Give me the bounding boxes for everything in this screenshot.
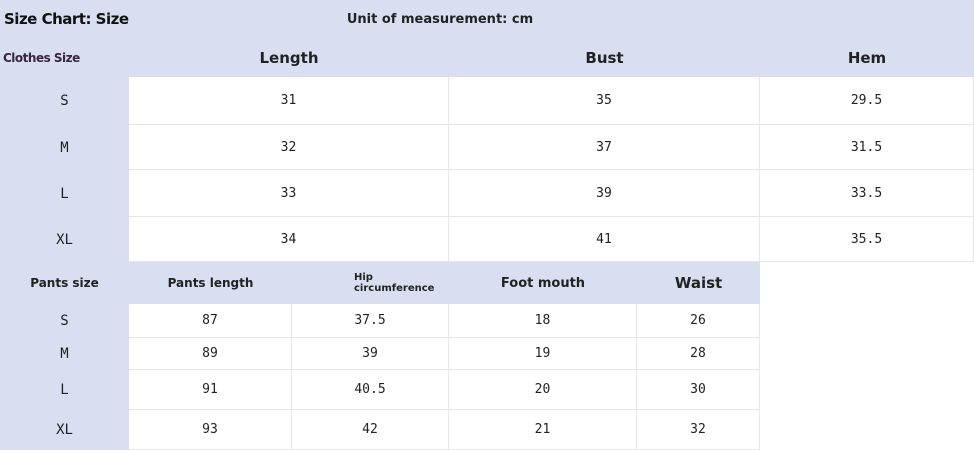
- pants-header-bg: [0, 262, 760, 304]
- pants-value-cell: 87: [129, 304, 292, 338]
- pants-size-cell: S: [0, 304, 129, 338]
- clothes-header-2: Hem: [847, 48, 887, 67]
- pants-value-cell: 39: [292, 338, 449, 370]
- pants-value-cell: 91: [129, 370, 292, 410]
- clothes-size-cell: XL: [0, 217, 129, 262]
- pants-value-cell: 89: [129, 338, 292, 370]
- pants-value-cell: 21: [449, 410, 637, 450]
- clothes-header-1: Bust: [585, 48, 624, 67]
- clothes-value-cell: 35: [449, 77, 760, 125]
- pants-value-cell: 32: [637, 410, 760, 450]
- clothes-value-cell: 31.5: [760, 125, 974, 170]
- clothes-value-cell: 33.5: [760, 170, 974, 217]
- pants-value-cell: 40.5: [292, 370, 449, 410]
- pants-value-cell: 37.5: [292, 304, 449, 338]
- pants-size-label: Pants size: [30, 276, 99, 290]
- pants-value-cell: 42: [292, 410, 449, 450]
- pants-value-cell: 93: [129, 410, 292, 450]
- pants-size-cell: L: [0, 370, 129, 410]
- pants-header-2: Foot mouth: [500, 275, 586, 291]
- clothes-value-cell: 35.5: [760, 217, 974, 262]
- clothes-value-cell: 32: [129, 125, 449, 170]
- pants-size-cell: M: [0, 338, 129, 370]
- pants-header-3: Waist: [674, 274, 723, 292]
- clothes-value-cell: 29.5: [760, 77, 974, 125]
- clothes-size-cell: S: [0, 77, 129, 125]
- pants-size-cell: XL: [0, 410, 129, 450]
- pants-value-cell: 20: [449, 370, 637, 410]
- clothes-value-cell: 37: [449, 125, 760, 170]
- clothes-size-label: Clothes Size: [3, 50, 80, 65]
- pants-value-cell: 18: [449, 304, 637, 338]
- clothes-value-cell: 31: [129, 77, 449, 125]
- pants-value-cell: 30: [637, 370, 760, 410]
- unit-label: Unit of measurement: cm: [346, 11, 534, 27]
- clothes-value-cell: 33: [129, 170, 449, 217]
- clothes-value-cell: 41: [449, 217, 760, 262]
- pants-value-cell: 19: [449, 338, 637, 370]
- chart-title: Size Chart: Size: [4, 10, 129, 28]
- pants-header-1: Hip circumference: [354, 272, 435, 294]
- clothes-size-cell: M: [0, 125, 129, 170]
- clothes-value-cell: 39: [449, 170, 760, 217]
- pants-header-0: Pants length: [167, 276, 254, 290]
- clothes-value-cell: 34: [129, 217, 449, 262]
- clothes-header-0: Length: [259, 48, 319, 67]
- pants-value-cell: 26: [637, 304, 760, 338]
- clothes-size-cell: L: [0, 170, 129, 217]
- pants-value-cell: 28: [637, 338, 760, 370]
